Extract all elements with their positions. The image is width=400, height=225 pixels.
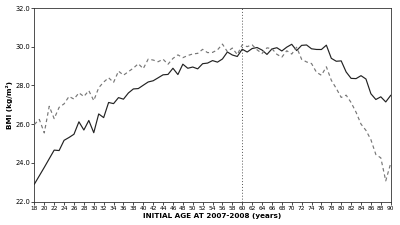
Y-axis label: BMI (kg/m²): BMI (kg/m²) [6,81,12,129]
X-axis label: INITIAL AGE AT 2007-2008 (years): INITIAL AGE AT 2007-2008 (years) [144,214,282,219]
